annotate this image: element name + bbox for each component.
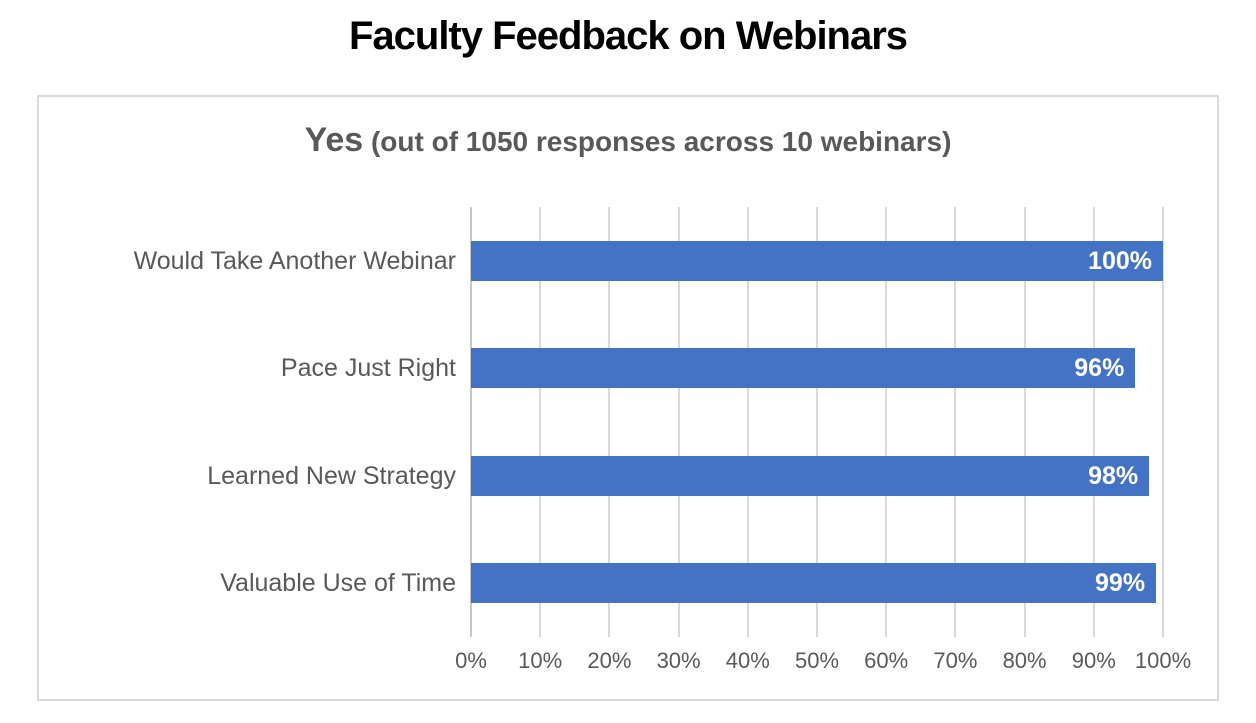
bar-value-label: 100% bbox=[1088, 246, 1152, 275]
x-tick-label: 20% bbox=[587, 648, 632, 673]
gridline bbox=[1023, 207, 1026, 637]
x-tick-label: 30% bbox=[656, 648, 701, 673]
gridline bbox=[608, 207, 611, 637]
chart-container: Yes (out of 1050 responses across 10 web… bbox=[37, 95, 1219, 701]
bar: 100% bbox=[471, 240, 1163, 281]
chart-subtitle: Yes (out of 1050 responses across 10 web… bbox=[39, 121, 1217, 160]
plot-area: 100% 96% 98% 99% bbox=[470, 207, 1164, 637]
gridline bbox=[885, 207, 888, 637]
gridline bbox=[1162, 207, 1164, 637]
chart-subtitle-emphasis: Yes bbox=[304, 121, 364, 159]
bar-value-label: 96% bbox=[1074, 354, 1125, 383]
x-tick-label: 80% bbox=[1002, 648, 1047, 673]
gridline bbox=[954, 207, 957, 637]
x-tick-label: 50% bbox=[794, 648, 840, 673]
axis-line-zero bbox=[470, 207, 472, 637]
page-title: Faculty Feedback on Webinars bbox=[348, 14, 908, 58]
x-tick-label: 90% bbox=[1071, 648, 1116, 673]
bar: 99% bbox=[471, 563, 1157, 604]
bar: 96% bbox=[471, 348, 1136, 389]
category-label: Learned New Strategy bbox=[207, 461, 456, 490]
x-tick-label: 40% bbox=[725, 648, 770, 673]
gridline bbox=[816, 207, 818, 637]
gridline bbox=[746, 207, 749, 637]
category-label: Pace Just Right bbox=[280, 354, 456, 383]
gridline bbox=[1092, 207, 1095, 637]
bar-value-label: 99% bbox=[1095, 569, 1146, 598]
category-label: Would Take Another Webinar bbox=[133, 246, 456, 275]
x-tick-label: 70% bbox=[933, 648, 978, 673]
gridline bbox=[539, 207, 542, 637]
x-tick-label: 0% bbox=[455, 648, 487, 673]
bar-value-label: 98% bbox=[1088, 461, 1139, 490]
category-label: Valuable Use of Time bbox=[220, 569, 456, 598]
gridline bbox=[677, 207, 680, 637]
x-tick-label: 60% bbox=[864, 648, 909, 673]
x-tick-label: 100% bbox=[1134, 648, 1192, 673]
chart-subtitle-rest: (out of 1050 responses across 10 webinar… bbox=[363, 126, 952, 157]
bar: 98% bbox=[471, 455, 1150, 496]
x-tick-label: 10% bbox=[518, 648, 563, 673]
